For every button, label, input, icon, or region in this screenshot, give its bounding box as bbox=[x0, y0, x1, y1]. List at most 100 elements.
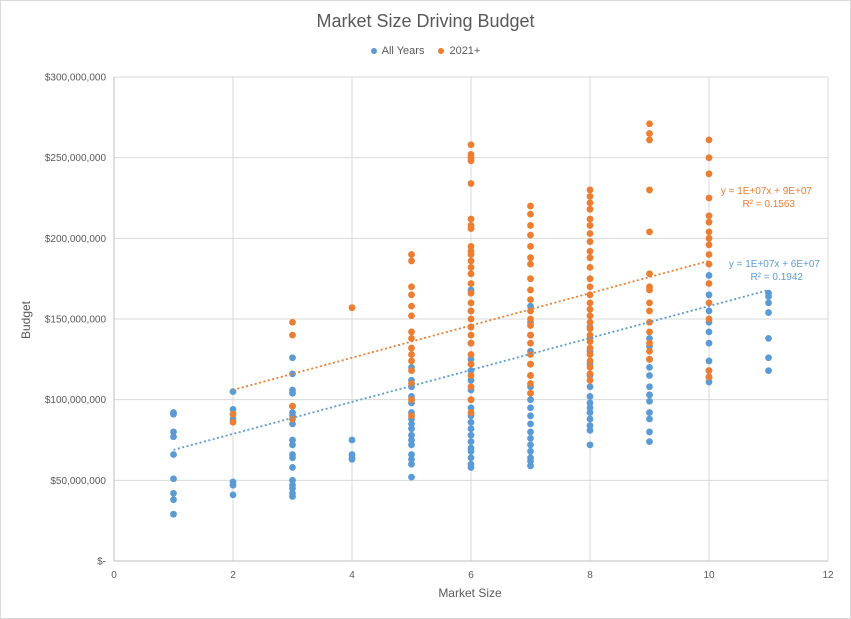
data-point bbox=[467, 351, 475, 358]
legend-marker-2021-plus bbox=[438, 48, 445, 54]
data-point bbox=[586, 383, 594, 391]
data-point bbox=[586, 426, 594, 434]
trendline-r2: R² = 0.1563 bbox=[742, 199, 795, 210]
data-point bbox=[705, 328, 713, 336]
data-point bbox=[646, 286, 653, 294]
data-point bbox=[586, 305, 594, 313]
data-point bbox=[646, 409, 653, 416]
data-point bbox=[527, 331, 534, 339]
data-point bbox=[408, 251, 415, 258]
data-point bbox=[705, 280, 713, 287]
data-point bbox=[408, 328, 415, 336]
data-point bbox=[705, 170, 713, 178]
legend: All Years 2021+ bbox=[1, 45, 850, 57]
data-point bbox=[467, 215, 475, 223]
x-tick-label: 2 bbox=[230, 570, 236, 581]
data-point bbox=[229, 491, 237, 499]
data-point bbox=[467, 263, 475, 271]
data-point bbox=[586, 299, 594, 307]
data-point bbox=[467, 454, 475, 462]
data-point bbox=[467, 315, 475, 323]
data-point bbox=[467, 270, 475, 278]
data-point bbox=[586, 415, 594, 423]
data-point bbox=[527, 243, 534, 250]
data-point bbox=[586, 318, 594, 326]
data-point bbox=[467, 396, 475, 404]
x-axis-title: Market Size bbox=[438, 586, 502, 600]
data-point bbox=[646, 130, 653, 137]
trendline-all-years bbox=[173, 289, 769, 451]
y-tick-label: $200,000,000 bbox=[45, 234, 107, 245]
x-tick-label: 12 bbox=[822, 570, 834, 581]
x-tick-label: 0 bbox=[111, 570, 117, 581]
data-point bbox=[705, 373, 713, 381]
data-point bbox=[586, 376, 594, 384]
data-point bbox=[408, 420, 415, 428]
data-point bbox=[527, 286, 534, 294]
data-point bbox=[170, 489, 177, 497]
data-point bbox=[467, 425, 475, 433]
data-point bbox=[646, 397, 653, 405]
data-point bbox=[527, 260, 534, 268]
data-point bbox=[586, 338, 594, 345]
data-point bbox=[527, 420, 534, 428]
data-point bbox=[705, 272, 713, 279]
data-point bbox=[527, 231, 534, 239]
data-point bbox=[527, 360, 534, 368]
data-point bbox=[586, 325, 594, 333]
data-point bbox=[408, 257, 415, 265]
data-point bbox=[408, 302, 415, 310]
chart-title: Market Size Driving Budget bbox=[316, 11, 535, 31]
data-point bbox=[586, 404, 594, 412]
data-point bbox=[527, 428, 534, 436]
data-point bbox=[229, 418, 237, 426]
axes: $- $50,000,000 $100,000,000 $150,000,000 $20… bbox=[45, 73, 834, 582]
data-point bbox=[467, 376, 475, 384]
data-point bbox=[527, 396, 534, 404]
data-point bbox=[467, 447, 475, 455]
data-point bbox=[705, 234, 713, 242]
data-point bbox=[527, 339, 534, 347]
data-point bbox=[586, 370, 594, 378]
data-point bbox=[408, 351, 415, 358]
data-point bbox=[586, 441, 594, 449]
data-point bbox=[289, 354, 296, 362]
data-point bbox=[646, 186, 653, 194]
data-point bbox=[646, 391, 653, 399]
data-point bbox=[646, 270, 653, 278]
data-point bbox=[527, 462, 534, 470]
data-point bbox=[646, 339, 653, 347]
data-point bbox=[527, 441, 534, 449]
data-point bbox=[646, 307, 653, 315]
data-point bbox=[705, 228, 713, 236]
y-tick-label: $50,000,000 bbox=[50, 476, 106, 487]
data-point bbox=[705, 315, 713, 323]
data-point bbox=[408, 431, 415, 439]
data-point bbox=[765, 334, 772, 342]
data-point bbox=[527, 412, 534, 420]
data-point bbox=[527, 389, 534, 397]
data-point bbox=[586, 263, 594, 271]
y-tick-label: $300,000,000 bbox=[45, 73, 107, 84]
legend-marker-all-years bbox=[370, 48, 377, 54]
data-point bbox=[467, 225, 475, 233]
data-point bbox=[170, 451, 177, 458]
data-point bbox=[705, 307, 713, 315]
legend-label-2021-plus: 2021+ bbox=[449, 45, 481, 57]
x-tick-label: 8 bbox=[587, 570, 593, 581]
data-point bbox=[467, 157, 475, 165]
data-point bbox=[527, 296, 534, 304]
data-point bbox=[646, 318, 653, 326]
data-point bbox=[705, 339, 713, 347]
data-point bbox=[705, 260, 713, 268]
data-point bbox=[408, 357, 415, 365]
data-point bbox=[408, 473, 415, 481]
data-point bbox=[586, 283, 594, 291]
data-point bbox=[646, 136, 653, 144]
data-point bbox=[289, 493, 296, 500]
data-point bbox=[408, 344, 415, 352]
data-point bbox=[586, 215, 594, 223]
data-point bbox=[527, 447, 534, 455]
trendline-equation: y = 1E+07x + 6E+07 bbox=[729, 259, 821, 270]
